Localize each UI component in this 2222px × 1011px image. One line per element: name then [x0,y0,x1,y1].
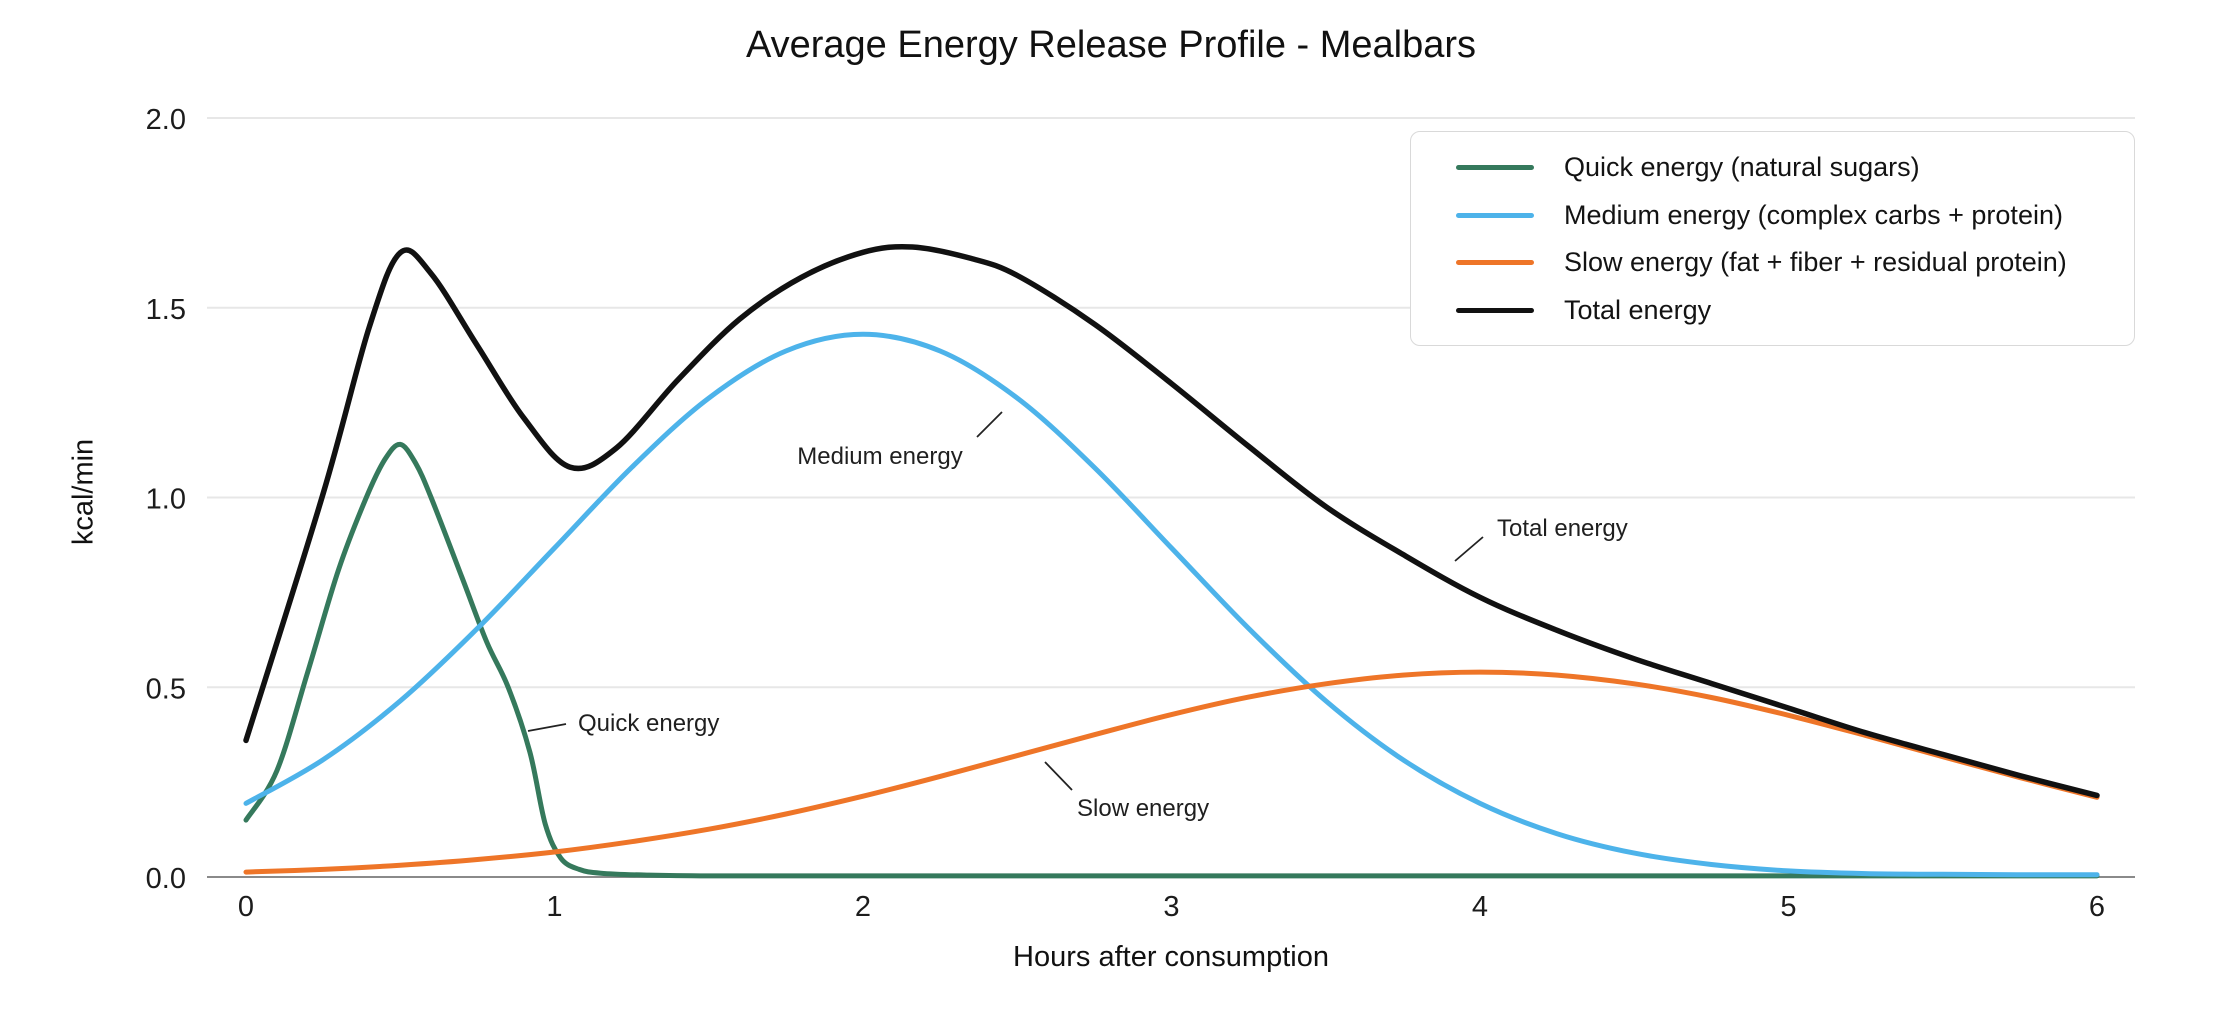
medium-energy-curve [243,331,2100,878]
x-tick-label: 1 [546,891,562,923]
slow-energy-curve [243,669,2100,875]
total-energy-curve [243,243,2100,799]
chart-title: Average Energy Release Profile - Mealbar… [745,24,1477,66]
annotation-label: Medium energy [797,443,962,470]
legend-entry: Medium energy (complex carbs + protein) [1456,192,2134,240]
legend-entry: Slow energy (fat + fiber + residual prot… [1456,239,2134,287]
annotation-label: Quick energy [578,710,719,737]
legend-line-swatch [1456,307,1534,313]
x-axis-label: Hours after consumption [1013,941,1329,973]
legend-line-swatch [1456,260,1534,266]
annotation-label: Total energy [1497,515,1628,542]
legend-line-swatch [1456,212,1534,218]
legend-entry-label: Slow energy (fat + fiber + residual prot… [1564,247,2067,278]
y-tick-label: 0.5 [146,673,186,705]
x-tick-label: 5 [1780,891,1796,923]
annotation-leader-line [527,723,567,732]
legend-entry-label: Medium energy (complex carbs + protein) [1564,199,2063,230]
annotation-leader-line [1454,536,1484,562]
annotation-leader-line [976,411,1003,438]
x-tick-label: 6 [2089,891,2105,923]
legend-entry: Total energy [1456,287,2134,335]
legend-entry-label: Quick energy (natural sugars) [1564,152,1920,183]
annotation-leader-line [1044,761,1073,791]
legend-entry-label: Total energy [1564,294,1712,325]
y-axis-label: kcal/min [67,438,100,546]
x-tick-label: 3 [1163,891,1179,923]
legend-box: Quick energy (natural sugars) Medium ener… [1410,131,2135,346]
quick-energy-curve [243,441,2100,879]
x-tick-label: 4 [1472,891,1488,923]
legend-entry: Quick energy (natural sugars) [1456,144,2134,192]
x-tick-label: 2 [855,891,871,923]
y-tick-label: 0.0 [146,863,186,895]
y-tick-label: 1.0 [146,484,186,516]
y-tick-label: 2.0 [146,104,186,136]
legend-line-swatch [1456,165,1534,171]
y-tick-label: 1.5 [146,294,186,326]
annotation-label: Slow energy [1077,795,1209,822]
x-tick-label: 0 [238,891,254,923]
